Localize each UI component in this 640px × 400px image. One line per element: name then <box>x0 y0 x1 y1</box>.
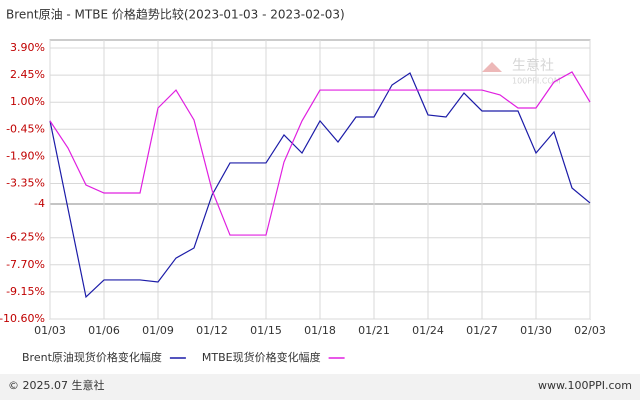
x-tick-label: 01/21 <box>358 324 390 337</box>
chart-title: Brent原油 - MTBE 价格趋势比较(2023-01-03 - 2023-… <box>6 7 345 22</box>
y-tick-label: -0.45% <box>6 122 45 135</box>
y-tick-label: 3.90% <box>10 41 45 54</box>
x-tick-label: 01/30 <box>520 324 552 337</box>
series-line <box>49 72 591 299</box>
x-tick-label: 01/06 <box>88 324 120 337</box>
y-tick-label: -6.25% <box>6 231 45 244</box>
y-tick-label: -1.90% <box>6 149 45 162</box>
series-line <box>49 71 591 236</box>
watermark-text: 生意社 <box>512 57 554 74</box>
x-tick-label: 01/24 <box>412 324 444 337</box>
y-tick-label: -10.60% <box>0 312 45 325</box>
y-tick-label: -3.35% <box>6 177 45 190</box>
legend-label: MTBE现货价格变化幅度 <box>202 350 321 364</box>
footer-band <box>0 374 640 400</box>
x-tick-label: 01/27 <box>466 324 498 337</box>
y-tick-label: 2.45% <box>10 68 45 81</box>
y-tick-label: -7.70% <box>6 258 45 271</box>
x-tick-label: 01/09 <box>142 324 174 337</box>
footer-left: © 2025.07 生意社 <box>8 378 104 392</box>
x-tick-label: 01/18 <box>304 324 336 337</box>
x-tick-label: 01/12 <box>196 324 228 337</box>
y-tick-label: 1.00% <box>10 95 45 108</box>
watermark-icon <box>482 62 502 72</box>
y-tick-label: -9.15% <box>6 285 45 298</box>
x-tick-label: 01/15 <box>250 324 282 337</box>
footer-right: www.100PPI.com <box>538 379 632 392</box>
legend-label: Brent原油现货价格变化幅度 <box>22 350 162 364</box>
x-tick-label: 01/03 <box>34 324 66 337</box>
x-tick-label: 02/03 <box>574 324 606 337</box>
y-tick-label: -4 <box>34 197 45 210</box>
